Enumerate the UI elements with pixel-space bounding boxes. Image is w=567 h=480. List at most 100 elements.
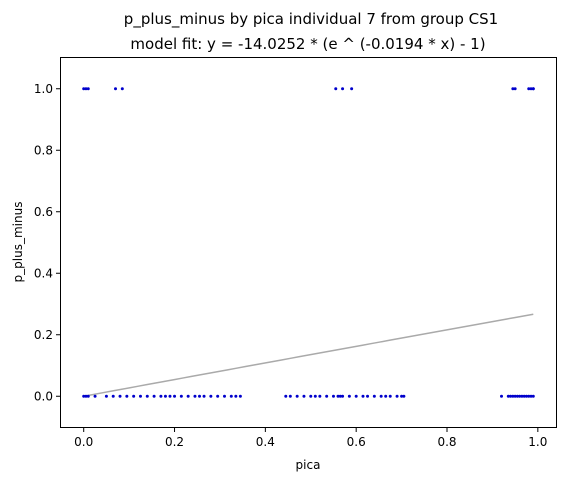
data-point <box>372 394 376 398</box>
data-point <box>325 394 329 398</box>
chart-title: p_plus_minus by pica individual 7 from g… <box>124 10 498 29</box>
data-point <box>193 394 197 398</box>
x-tick-label: 0.8 <box>437 435 456 449</box>
data-point <box>84 394 88 398</box>
x-tick-label: 0.0 <box>74 435 93 449</box>
data-point <box>402 394 406 398</box>
data-point <box>118 394 122 398</box>
data-point <box>186 394 190 398</box>
data-point <box>111 394 115 398</box>
data-point <box>295 394 299 398</box>
data-point <box>379 394 383 398</box>
data-point <box>163 394 167 398</box>
data-point <box>93 394 97 398</box>
data-point <box>138 394 142 398</box>
data-point <box>513 394 517 398</box>
data-point <box>313 394 317 398</box>
data-point <box>522 394 526 398</box>
data-point <box>209 394 213 398</box>
x-axis-label: pica <box>296 458 321 472</box>
data-point <box>238 394 242 398</box>
y-tick-label: 0.0 <box>34 389 53 403</box>
data-point <box>400 394 404 398</box>
y-tick-label: 0.4 <box>34 266 53 280</box>
data-point <box>529 394 533 398</box>
plot-frame <box>60 57 557 428</box>
data-point <box>152 394 156 398</box>
data-point <box>288 394 292 398</box>
data-point <box>179 394 183 398</box>
x-tick-label: 0.4 <box>256 435 275 449</box>
data-point <box>114 87 117 91</box>
data-point <box>506 394 510 398</box>
data-point <box>168 394 172 398</box>
data-point <box>524 394 528 398</box>
data-point <box>159 394 163 398</box>
data-point <box>331 394 335 398</box>
data-point <box>229 394 233 398</box>
data-point <box>86 87 90 91</box>
points-layer <box>82 87 535 398</box>
fit-line <box>83 313 534 397</box>
y-tick-label: 1.0 <box>34 82 53 96</box>
y-axis: 0.0 0.2 0.4 0.6 0.8 1.0 <box>34 82 61 403</box>
y-tick-label: 0.2 <box>34 328 53 342</box>
data-point <box>347 394 351 398</box>
data-point <box>518 394 522 398</box>
data-point <box>513 87 517 91</box>
x-tick-label: 0.6 <box>347 435 366 449</box>
data-point <box>361 394 365 398</box>
data-point <box>511 394 515 398</box>
plot-area <box>60 57 557 428</box>
data-point <box>336 394 340 398</box>
data-point <box>334 87 338 91</box>
data-point <box>234 394 238 398</box>
data-point <box>341 87 345 91</box>
data-point <box>500 394 503 398</box>
data-point <box>515 394 519 398</box>
data-point <box>509 394 513 398</box>
data-point <box>202 394 206 398</box>
data-point <box>366 394 370 398</box>
data-point <box>388 394 392 398</box>
data-point <box>531 394 535 398</box>
data-point <box>104 394 108 398</box>
y-axis-label: p_plus_minus <box>11 202 25 283</box>
data-point <box>222 394 226 398</box>
y-tick-label: 0.8 <box>34 143 53 157</box>
chart-subtitle: model fit: y = -14.0252 * (e ^ (-0.0194 … <box>130 35 485 53</box>
data-point <box>120 87 124 91</box>
data-point <box>350 87 354 91</box>
data-point <box>529 87 533 91</box>
data-point <box>511 87 515 91</box>
x-tick-label: 1.0 <box>528 435 547 449</box>
data-point <box>531 87 535 91</box>
data-point <box>338 394 342 398</box>
data-point <box>302 394 306 398</box>
data-point <box>520 394 524 398</box>
data-point <box>84 87 88 91</box>
fit-layer <box>83 313 534 397</box>
data-point <box>125 394 129 398</box>
data-point <box>145 394 149 398</box>
data-point <box>198 394 202 398</box>
data-point <box>284 394 288 398</box>
data-point <box>132 394 136 398</box>
data-point <box>527 87 531 91</box>
x-tick-label: 0.2 <box>165 435 184 449</box>
data-point <box>82 394 86 398</box>
data-point <box>216 394 220 398</box>
data-point <box>384 394 388 398</box>
data-point <box>395 394 399 398</box>
data-point <box>354 394 358 398</box>
data-point <box>527 394 531 398</box>
data-point <box>341 394 345 398</box>
data-point <box>318 394 322 398</box>
data-point <box>82 87 86 91</box>
data-point <box>309 394 313 398</box>
x-axis: 0.0 0.2 0.4 0.6 0.8 1.0 <box>74 427 547 449</box>
y-tick-label: 0.6 <box>34 205 53 219</box>
data-point <box>173 394 177 398</box>
data-point <box>86 394 90 398</box>
